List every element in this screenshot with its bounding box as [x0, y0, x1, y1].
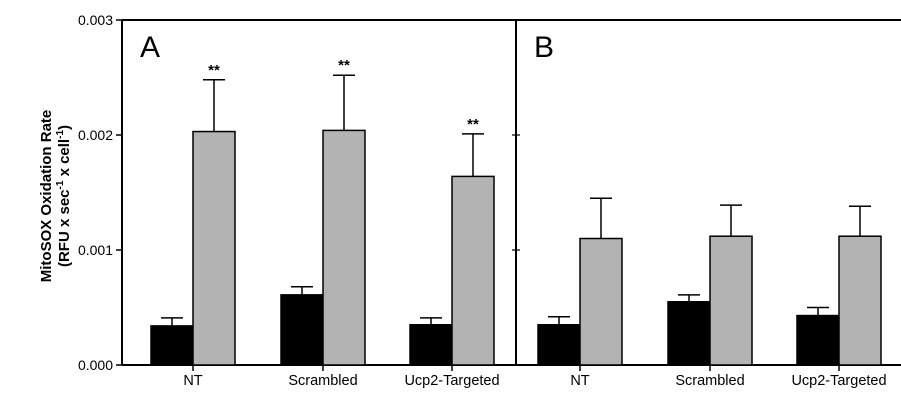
y-tick-label: 0.001 [78, 242, 113, 258]
y-axis-label-part: ) [56, 125, 73, 130]
y-tick-label: 0.000 [78, 357, 113, 373]
bar-series-2 [709, 235, 753, 366]
y-axis-label-part: x cell [56, 139, 73, 181]
bar-series-1 [280, 294, 324, 366]
y-axis-label-line2: (RFU x sec-1 x cell-1) [55, 125, 73, 267]
bar-series-2 [192, 130, 236, 366]
y-axis-label-superscript: -1 [55, 130, 66, 139]
bar-series-1 [537, 324, 581, 366]
bar-series-2 [322, 129, 366, 366]
y-axis-label: MitoSOX Oxidation Rate (RFU x sec-1 x ce… [38, 110, 73, 283]
y-axis-label-part: (RFU x sec [56, 189, 73, 267]
x-tick-label: Scrambled [288, 373, 357, 389]
panel-A: A NT ** Scrambled ** Ucp2-Targeted ** [140, 31, 500, 389]
panel-B: B NT Scrambled Ucp2-Targeted [534, 31, 887, 389]
bar-series-1 [150, 325, 194, 366]
bar-series-2 [838, 235, 882, 366]
panel-label: B [534, 31, 554, 64]
bar-series-2 [579, 237, 623, 366]
x-tick-label: NT [570, 373, 589, 389]
y-tick-label: 0.003 [78, 12, 113, 28]
bar-series-1 [796, 314, 840, 366]
plot-panels: A NT ** Scrambled ** Ucp2-Targeted ** B NT Scramb… [140, 31, 887, 389]
bar-series-1 [409, 324, 453, 366]
x-tick-label: Scrambled [675, 373, 744, 389]
axes-group: 0.000 0.001 0.002 0.003 [78, 12, 901, 373]
y-axis-label-line1: MitoSOX Oxidation Rate [38, 110, 55, 283]
x-tick-label: Ucp2-Targeted [791, 373, 886, 389]
significance-marker: ** [338, 57, 350, 74]
panel-label: A [140, 31, 160, 64]
significance-marker: ** [208, 62, 220, 79]
bar-series-1 [667, 301, 711, 366]
y-tick-label: 0.002 [78, 127, 113, 143]
x-tick-label: Ucp2-Targeted [404, 373, 499, 389]
y-axis-label-superscript: -1 [55, 180, 66, 189]
bar-series-2 [451, 175, 495, 366]
significance-marker: ** [467, 116, 479, 133]
x-tick-label: NT [183, 373, 202, 389]
